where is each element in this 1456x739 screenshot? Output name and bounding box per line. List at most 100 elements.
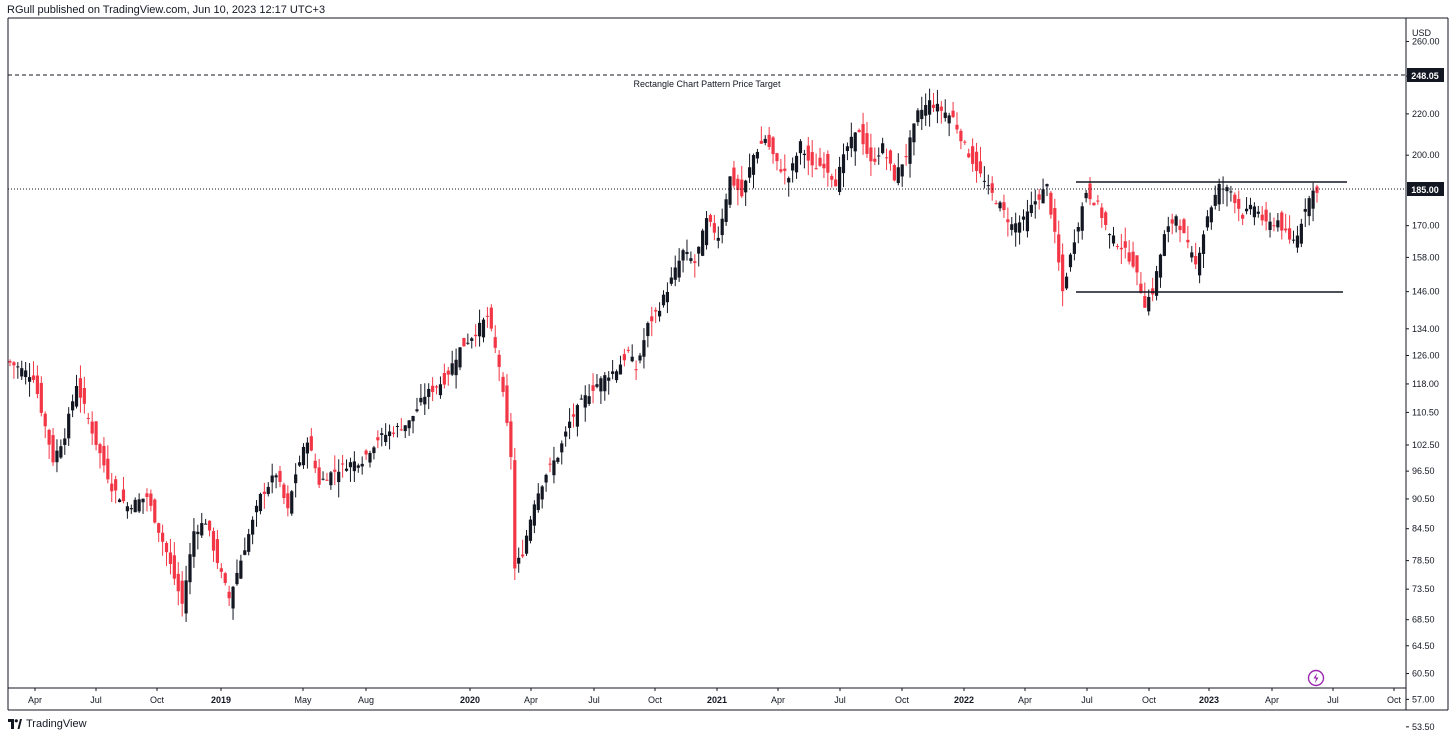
- candle[interactable]: [669, 267, 673, 286]
- candle[interactable]: [994, 200, 998, 205]
- candle[interactable]: [1049, 190, 1053, 219]
- candle[interactable]: [82, 376, 86, 414]
- candle[interactable]: [427, 383, 431, 410]
- candle[interactable]: [258, 492, 263, 515]
- candle[interactable]: [544, 473, 548, 492]
- candle[interactable]: [708, 213, 713, 227]
- candle[interactable]: [755, 148, 760, 164]
- candle[interactable]: [125, 502, 129, 519]
- candle[interactable]: [391, 426, 396, 438]
- candle[interactable]: [219, 563, 223, 579]
- candle[interactable]: [196, 524, 200, 550]
- candle[interactable]: [505, 374, 509, 427]
- candle[interactable]: [908, 130, 912, 178]
- candle[interactable]: [341, 454, 345, 478]
- candle[interactable]: [732, 160, 736, 189]
- candle[interactable]: [415, 397, 419, 413]
- candle[interactable]: [372, 445, 376, 460]
- candle[interactable]: [998, 200, 1002, 212]
- candle[interactable]: [775, 152, 779, 171]
- candle[interactable]: [274, 473, 278, 489]
- candle[interactable]: [744, 179, 748, 206]
- candle[interactable]: [657, 302, 662, 322]
- candle[interactable]: [1076, 222, 1080, 244]
- candle[interactable]: [1088, 176, 1092, 206]
- candle[interactable]: [1147, 289, 1151, 316]
- candle[interactable]: [626, 346, 630, 353]
- candle[interactable]: [1166, 216, 1170, 243]
- candle[interactable]: [1162, 230, 1166, 257]
- candle[interactable]: [204, 518, 208, 525]
- candle[interactable]: [881, 137, 885, 155]
- candle[interactable]: [951, 101, 955, 119]
- candle[interactable]: [521, 539, 525, 559]
- candle[interactable]: [524, 529, 529, 556]
- candle[interactable]: [935, 89, 940, 124]
- candle[interactable]: [1111, 226, 1116, 247]
- candle[interactable]: [767, 127, 771, 150]
- candle[interactable]: [959, 128, 963, 150]
- candle[interactable]: [1233, 192, 1237, 214]
- candle[interactable]: [71, 394, 75, 418]
- candle[interactable]: [783, 154, 787, 185]
- candle[interactable]: [1033, 189, 1037, 219]
- candle[interactable]: [974, 142, 979, 183]
- candle[interactable]: [853, 132, 857, 166]
- candle[interactable]: [399, 418, 403, 431]
- candle[interactable]: [704, 210, 709, 250]
- candle[interactable]: [638, 352, 642, 364]
- candle[interactable]: [599, 376, 603, 404]
- candle[interactable]: [661, 290, 666, 308]
- candle[interactable]: [611, 359, 615, 380]
- candle[interactable]: [841, 143, 846, 188]
- candle[interactable]: [622, 348, 626, 367]
- candle[interactable]: [806, 136, 810, 176]
- candle[interactable]: [1260, 206, 1264, 226]
- candle[interactable]: [1053, 198, 1057, 244]
- candle[interactable]: [689, 251, 693, 264]
- candle[interactable]: [184, 565, 188, 622]
- candle[interactable]: [509, 412, 513, 470]
- candle[interactable]: [411, 415, 415, 434]
- candle[interactable]: [493, 325, 497, 354]
- candle[interactable]: [282, 482, 286, 504]
- candle[interactable]: [35, 365, 39, 399]
- candle[interactable]: [1194, 242, 1198, 270]
- candle[interactable]: [747, 153, 752, 184]
- candle[interactable]: [971, 138, 975, 172]
- candle[interactable]: [337, 459, 341, 498]
- candle[interactable]: [470, 336, 474, 349]
- candle[interactable]: [1084, 189, 1088, 203]
- candle[interactable]: [454, 348, 458, 389]
- candle[interactable]: [98, 442, 102, 469]
- candle[interactable]: [1201, 230, 1206, 268]
- candle[interactable]: [822, 152, 826, 179]
- candle[interactable]: [43, 411, 47, 439]
- candle[interactable]: [266, 482, 270, 497]
- candle[interactable]: [947, 112, 951, 137]
- candle[interactable]: [552, 446, 556, 484]
- candle[interactable]: [771, 136, 775, 164]
- price-axis[interactable]: 260.00240.00220.00200.00170.00158.00146.…: [1406, 36, 1440, 732]
- candle[interactable]: [114, 475, 118, 504]
- candle[interactable]: [877, 147, 881, 165]
- candle[interactable]: [595, 374, 599, 389]
- candle[interactable]: [286, 485, 290, 517]
- candle[interactable]: [438, 376, 443, 399]
- candle[interactable]: [1315, 184, 1319, 203]
- candle[interactable]: [501, 372, 505, 397]
- candle[interactable]: [450, 350, 454, 377]
- candle[interactable]: [78, 365, 83, 413]
- candle[interactable]: [1041, 178, 1045, 204]
- candle[interactable]: [395, 422, 400, 438]
- candle[interactable]: [955, 112, 959, 134]
- candle[interactable]: [587, 384, 591, 406]
- candle[interactable]: [380, 427, 384, 447]
- candle[interactable]: [1123, 227, 1127, 259]
- candle[interactable]: [368, 450, 372, 468]
- candle[interactable]: [716, 226, 720, 249]
- candle[interactable]: [1311, 182, 1315, 222]
- candle[interactable]: [466, 333, 470, 345]
- candle[interactable]: [712, 214, 716, 241]
